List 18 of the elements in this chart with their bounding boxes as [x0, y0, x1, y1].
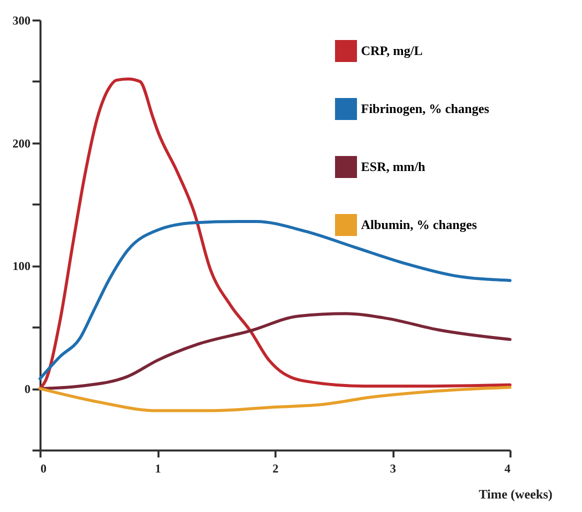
line-series [38, 386, 512, 412]
line-series [38, 220, 512, 380]
x-tick-label: 1 [155, 462, 161, 476]
y-tick-label: 100 [12, 259, 30, 274]
x-axis-title: Time (weeks) [478, 486, 552, 502]
legend-label: ESR, mm/h [361, 159, 426, 174]
line-series [38, 77, 512, 390]
y-tick-label: 300 [12, 14, 30, 28]
x-tick-label: 0 [40, 462, 46, 476]
y-tick-label: 0 [24, 382, 30, 396]
y-tick-label: 200 [12, 136, 30, 150]
legend-label: Albumin, % changes [361, 217, 477, 232]
x-tick-label: 4 [504, 462, 510, 476]
legend-label: Fibrinogen, % changes [361, 101, 490, 116]
x-tick-label: 2 [272, 462, 278, 476]
legend-label: CRP, mg/L [361, 43, 423, 58]
x-tick-label: 3 [390, 462, 396, 476]
line-series [38, 312, 512, 390]
